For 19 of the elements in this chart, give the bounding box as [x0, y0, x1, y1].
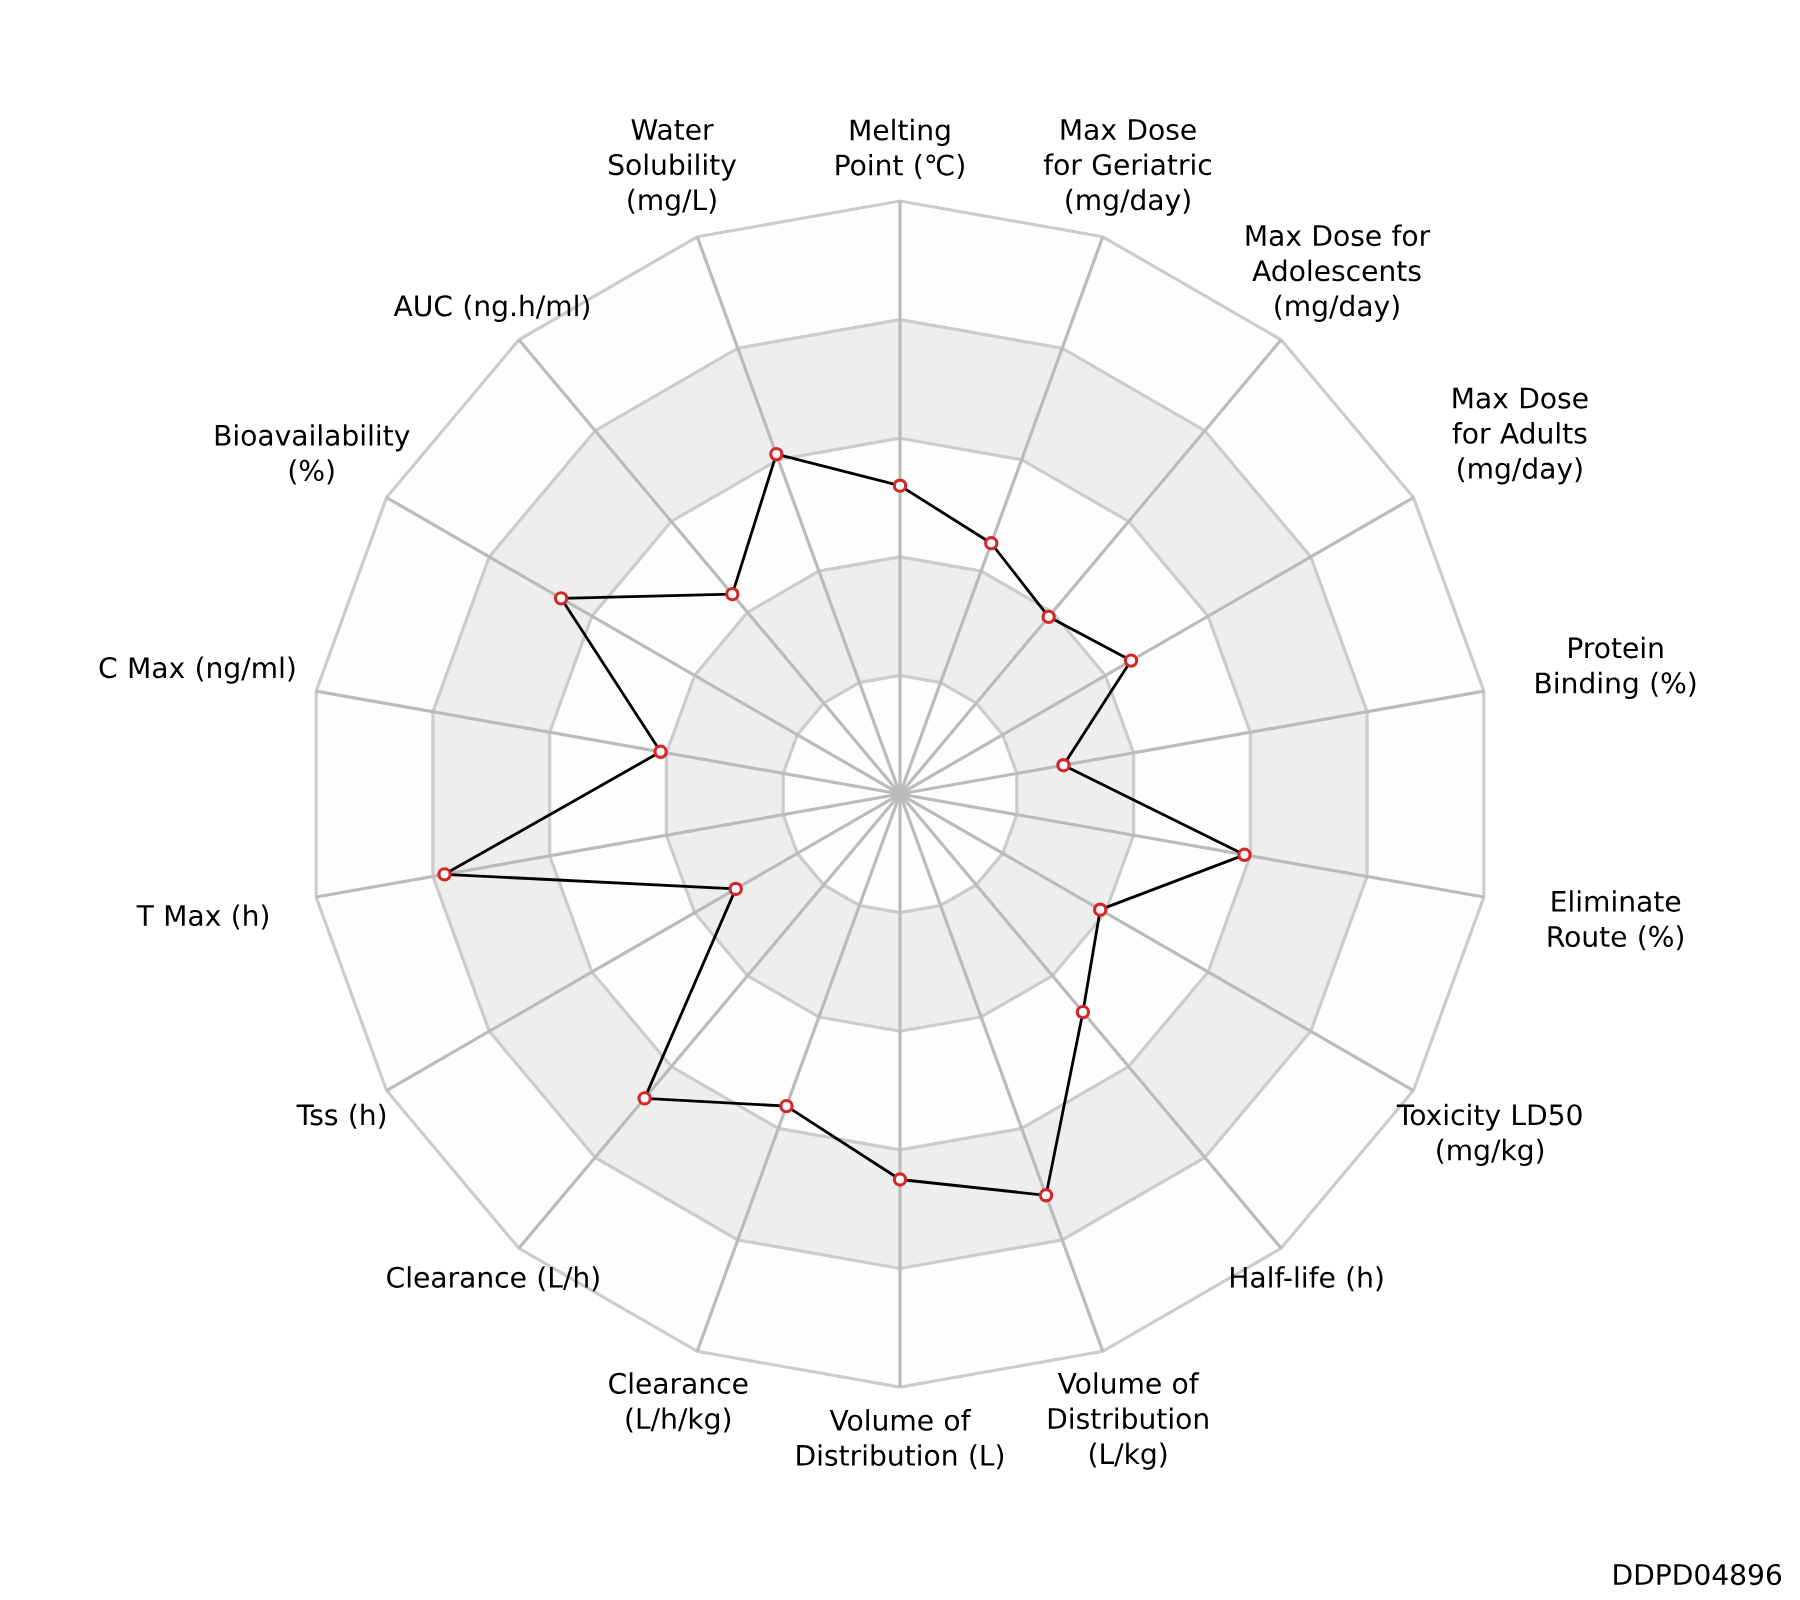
spoke-label: Volume of Distribution (L/kg): [1048, 1372, 1208, 1470]
spoke-label: Protein Binding (%): [1536, 636, 1696, 699]
spoke-label: Tss (h): [296, 1103, 386, 1129]
spoke-label: Max Dose for Adults (mg/day): [1452, 387, 1588, 485]
text: DDPD04896: [1614, 1563, 1782, 1586]
spoke-label: Clearance (L/h/kg): [609, 1372, 748, 1435]
spoke-label: Clearance (L/h): [387, 1266, 599, 1292]
spoke-label: Bioavailability (%): [215, 424, 410, 485]
spoke-label: Water Solubility (mg/L): [609, 119, 737, 216]
spoke-label: Half-life (h): [1231, 1266, 1383, 1292]
spoke-label: AUC (ng.h/ml): [393, 294, 590, 322]
spoke-label: Toxicity LD50 (mg/kg): [1396, 1103, 1582, 1167]
spoke-label: Volume of Distribution (L): [797, 1409, 1004, 1470]
spoke-label: Max Dose for Geriatric (mg/day): [1043, 119, 1212, 216]
spoke-label: Melting Point (℃): [836, 118, 964, 180]
spoke-label: C Max (ng/ml): [99, 656, 295, 684]
spoke-label: T Max (h): [136, 904, 269, 930]
spoke-label: Eliminate Route (%): [1548, 890, 1684, 951]
spoke-label: Max Dose for Adolescents (mg/day): [1246, 224, 1431, 322]
